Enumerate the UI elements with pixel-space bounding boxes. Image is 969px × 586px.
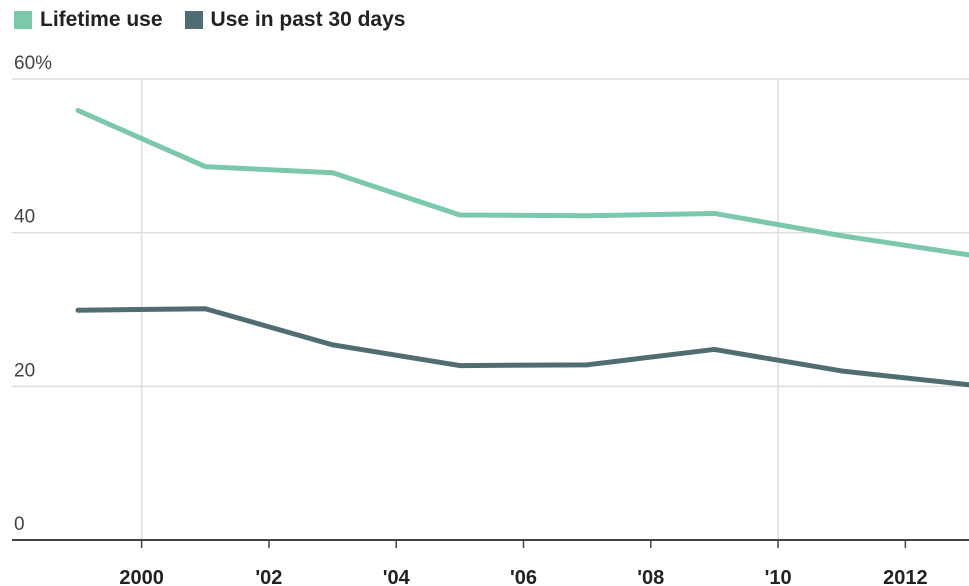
x-tick-label-2006: '06 [510, 567, 537, 586]
data-point-use-in-past-30-days-1999 [75, 307, 81, 313]
legend-swatch-lifetime-use [14, 11, 32, 29]
data-point-use-in-past-30-days-2001 [202, 306, 208, 312]
data-point-use-in-past-30-days-2013 [966, 382, 969, 388]
series-line-lifetime-use [76, 108, 969, 258]
data-point-use-in-past-30-days-2007 [584, 362, 590, 368]
data-point-use-in-past-30-days-2009 [711, 346, 717, 352]
legend-swatch-past-30-days [184, 11, 203, 29]
data-point-lifetime-use-2009 [711, 210, 717, 216]
data-point-lifetime-use-2011 [839, 233, 845, 239]
x-tick-label-2002: '02 [255, 567, 282, 586]
x-tick-label-2000: 2000 [119, 567, 164, 586]
y-tick-label-60: 60% [14, 53, 52, 74]
legend-label-past-30-days: Use in past 30 days [210, 8, 406, 31]
legend-label-lifetime-use: Lifetime use [40, 8, 163, 31]
x-tick-label-2012: 2012 [883, 567, 928, 586]
data-point-lifetime-use-2007 [584, 213, 590, 219]
x-tick-label-2004: '04 [383, 567, 411, 586]
data-point-use-in-past-30-days-2005 [457, 363, 463, 369]
data-point-lifetime-use-1999 [75, 108, 81, 114]
y-tick-label-0: 0 [14, 514, 25, 535]
chart-legend: Lifetime use Use in past 30 days [14, 6, 405, 34]
data-point-use-in-past-30-days-2003 [330, 342, 336, 348]
data-point-lifetime-use-2003 [330, 170, 336, 176]
data-point-use-in-past-30-days-2011 [839, 368, 845, 374]
y-tick-label-40: 40 [14, 207, 35, 228]
series-line-use-in-past-30-days [77, 306, 969, 388]
y-tick-label-20: 20 [14, 360, 35, 381]
data-point-lifetime-use-2005 [457, 212, 463, 218]
data-point-lifetime-use-2001 [202, 164, 208, 170]
legend-item-lifetime-use: Lifetime use [14, 8, 163, 32]
legend-item-past-30-days: Use in past 30 days [184, 8, 406, 32]
x-tick-label-2008: '08 [637, 567, 664, 586]
data-point-lifetime-use-2013 [966, 252, 969, 258]
x-tick-label-2010: '10 [765, 567, 792, 586]
